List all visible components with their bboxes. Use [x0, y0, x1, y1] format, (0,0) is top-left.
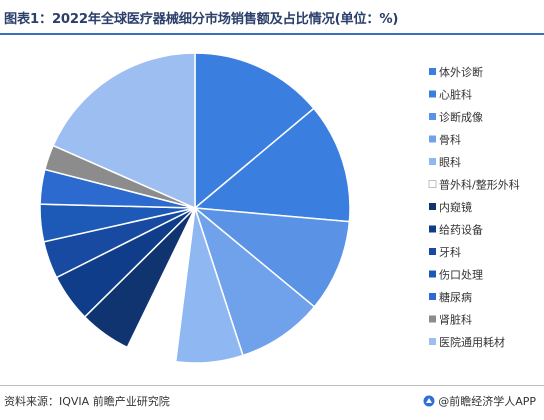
- legend-swatch-8: [429, 225, 436, 233]
- pie-slice-13: [52, 52, 196, 210]
- footer-divider: [0, 385, 544, 386]
- legend-label-6: 普外科/整形外科: [439, 178, 520, 192]
- pie-slice-4: [193, 205, 316, 357]
- legend-swatch-7: [429, 203, 436, 210]
- legend-label-1: 体外诊断: [439, 65, 483, 79]
- legend-swatch-10: [429, 270, 436, 278]
- legend-swatch-2: [429, 90, 436, 98]
- title-divider: [0, 33, 544, 35]
- pie-chart: 前瞻产业研究院前瞻产业研究院 体外诊断心脏科诊断成像骨科眼科普外科/整形外科内窥…: [39, 52, 520, 364]
- brand-credit: @前瞻经济学人APP: [423, 393, 536, 409]
- legend-label-8: 给药设备: [439, 223, 483, 237]
- legend-swatch-1: [429, 68, 436, 75]
- legend-label-7: 内窥镜: [439, 200, 472, 214]
- legend-swatch-9: [429, 248, 436, 255]
- legend-label-2: 心脏科: [439, 88, 472, 102]
- legend-label-3: 诊断成像: [439, 110, 483, 124]
- legend-swatch-12: [429, 315, 436, 323]
- legend-label-4: 骨科: [439, 133, 461, 147]
- legend-swatch-5: [429, 158, 436, 165]
- brand-logo-icon: [423, 395, 435, 407]
- legend-swatch-11: [429, 293, 436, 300]
- pie-slice-1: [194, 52, 315, 210]
- legend-label-9: 牙科: [439, 245, 461, 259]
- source-note: 资料来源：IQVIA 前瞻产业研究院: [4, 395, 170, 408]
- legend-swatch-6: [428, 180, 437, 188]
- legend-label-11: 糖尿病: [439, 290, 472, 304]
- legend-label-10: 伤口处理: [439, 269, 483, 282]
- legend: 体外诊断心脏科诊断成像骨科眼科普外科/整形外科内窥镜给药设备牙科伤口处理糖尿病肾…: [428, 65, 520, 349]
- page-title: 图表1：2022年全球医疗器械细分市场销售额及占比情况(单位：%): [4, 12, 399, 27]
- pie-slice-3: [192, 207, 351, 308]
- pie-slices: [39, 52, 351, 364]
- legend-swatch-4: [429, 135, 436, 143]
- brand-text: @前瞻经济学人APP: [438, 395, 536, 408]
- legend-label-13: 医院通用耗材: [439, 335, 505, 349]
- pie-slice-2: [193, 107, 351, 223]
- legend-swatch-3: [429, 113, 436, 120]
- legend-label-5: 眼科: [439, 155, 461, 169]
- legend-swatch-13: [429, 338, 436, 345]
- legend-label-12: 肾脏科: [439, 313, 472, 327]
